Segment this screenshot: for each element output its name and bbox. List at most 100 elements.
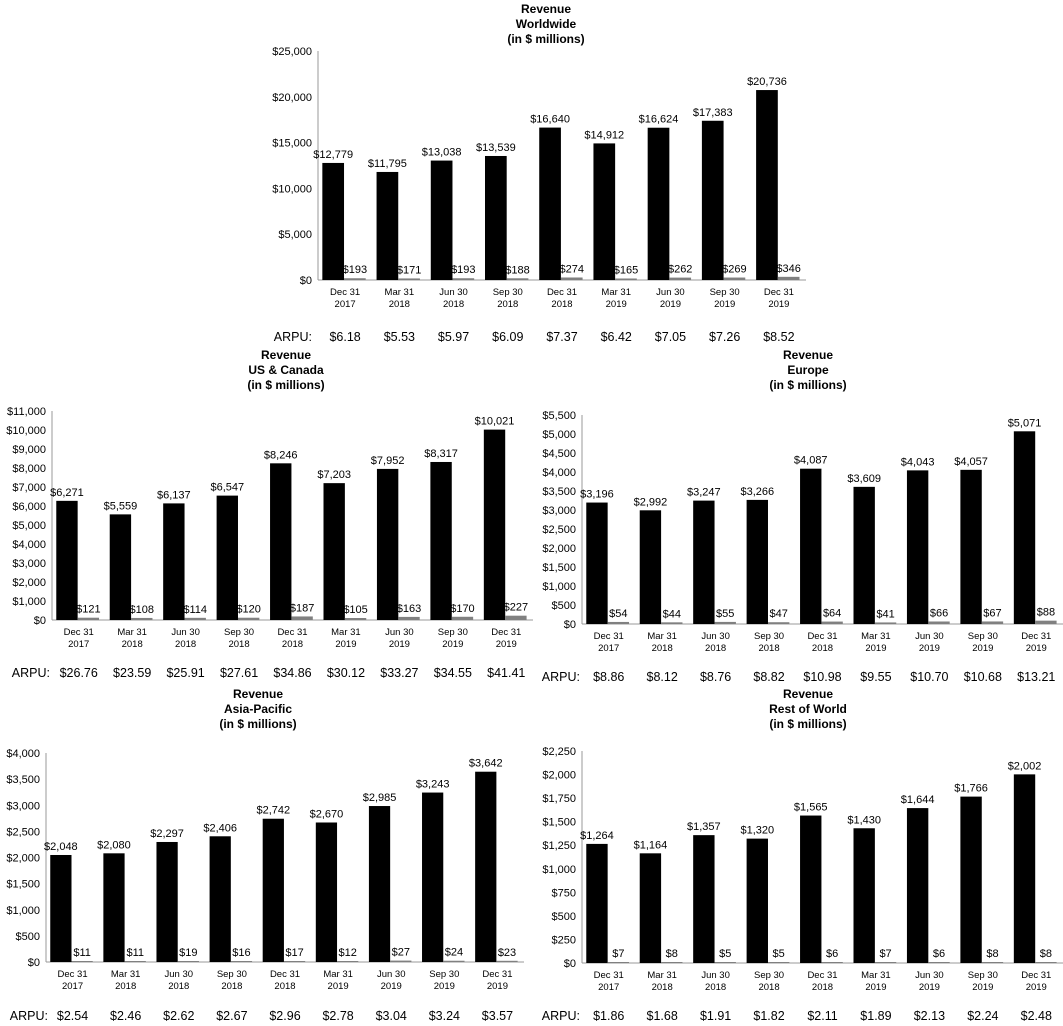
y-tick-label: $0	[28, 957, 40, 969]
x-category-label: Sep 30	[224, 627, 254, 638]
x-category-label: Jun 30	[385, 627, 414, 638]
revenue-bar	[906, 470, 929, 624]
secondary-data-label: $12	[338, 947, 356, 959]
revenue-data-label: $3,609	[847, 473, 881, 485]
revenue-bar	[746, 838, 768, 963]
x-category-label: Jun 30	[701, 631, 730, 642]
x-category-label: 2018	[812, 982, 833, 993]
revenue-bar	[485, 155, 507, 280]
x-category-label: 2018	[389, 299, 410, 310]
chart-europe: Revenue Europe (in $ millions) $0 $500 $1,000…	[530, 347, 1063, 685]
secondary-data-label: $54	[609, 608, 627, 620]
y-tick-label: $500	[552, 600, 576, 612]
y-tick-label: $500	[552, 911, 576, 923]
secondary-data-label: $67	[983, 607, 1001, 619]
x-category-label: Sep 30	[968, 970, 998, 981]
secondary-bar	[821, 962, 843, 963]
arpu-value: $2.78	[322, 1009, 353, 1023]
revenue-bar	[539, 127, 561, 280]
revenue-data-label: $16,640	[530, 114, 570, 126]
revenue-bar	[746, 499, 768, 624]
chart-title-line: Revenue	[521, 2, 571, 16]
secondary-data-label: $7	[612, 948, 624, 960]
secondary-data-label: $165	[614, 264, 638, 276]
chart-title-line: (in $ millions)	[247, 378, 324, 392]
chart-title-line: Asia-Pacific	[224, 702, 292, 716]
y-tick-label: $2,000	[542, 770, 576, 782]
revenue-data-label: $1,430	[847, 814, 881, 826]
secondary-data-label: $17	[285, 947, 303, 959]
x-category-label: Dec 31	[594, 631, 624, 642]
revenue-data-label: $1,565	[794, 802, 828, 814]
arpu-value: $8.52	[763, 330, 794, 344]
secondary-bar	[237, 617, 260, 620]
revenue-bar	[960, 469, 982, 624]
revenue-bar	[586, 843, 608, 963]
arpu-value: $6.18	[329, 330, 360, 344]
revenue-bar	[853, 486, 875, 624]
arpu-value: $27.61	[220, 666, 258, 680]
secondary-data-label: $5	[719, 948, 731, 960]
x-category-label: Jun 30	[171, 627, 200, 638]
chart-rest-of-world: Revenue Rest of World (in $ millions) $0 $25…	[530, 686, 1063, 1026]
x-category-label: 2019	[606, 299, 627, 310]
x-category-label: 2017	[598, 982, 619, 993]
x-category-label: 2018	[228, 639, 249, 650]
revenue-bar	[156, 841, 178, 962]
secondary-bar	[714, 621, 736, 624]
secondary-bar	[71, 961, 93, 962]
chart-title-line: (in $ millions)	[219, 717, 296, 731]
secondary-data-label: $227	[504, 602, 528, 614]
x-category-label: 2019	[487, 981, 508, 992]
x-category-label: Jun 30	[439, 287, 468, 298]
x-category-label: 2018	[115, 981, 136, 992]
y-tick-label: $11,000	[7, 406, 46, 418]
secondary-data-label: $274	[560, 263, 584, 275]
secondary-bar	[560, 277, 583, 280]
x-category-label: 2017	[62, 981, 83, 992]
arpu-value: $7.05	[655, 330, 686, 344]
secondary-bar	[496, 960, 518, 962]
x-category-label: Sep 30	[754, 631, 784, 642]
revenue-data-label: $2,985	[363, 792, 397, 804]
arpu-value: $8.86	[593, 670, 624, 684]
x-category-label: 2019	[389, 639, 410, 650]
arpu-value: $8.76	[700, 670, 731, 684]
x-category-label: 2018	[705, 982, 726, 993]
secondary-data-label: $8	[986, 948, 998, 960]
arpu-value: $3.24	[429, 1009, 460, 1023]
arpu-label: ARPU:	[542, 670, 580, 684]
y-tick-label: $0	[300, 275, 312, 287]
y-tick-label: $5,500	[542, 410, 576, 422]
x-category-label: Mar 31	[111, 969, 141, 980]
secondary-bar	[777, 276, 800, 280]
x-category-label: Sep 30	[493, 287, 523, 298]
revenue-data-label: $5,559	[104, 500, 138, 512]
y-tick-label: $0	[564, 958, 576, 970]
arpu-value: $3.04	[376, 1009, 407, 1023]
secondary-bar	[1035, 962, 1057, 963]
revenue-data-label: $8,246	[264, 449, 298, 461]
y-tick-label: $4,500	[542, 448, 576, 460]
secondary-data-label: $16	[232, 947, 250, 959]
arpu-label: ARPU:	[12, 666, 50, 680]
arpu-label: ARPU:	[10, 1009, 48, 1023]
revenue-bar	[56, 500, 78, 620]
x-category-label: Dec 31	[491, 627, 521, 638]
x-category-label: 2018	[758, 982, 779, 993]
revenue-bar	[756, 90, 778, 280]
x-category-label: 2019	[335, 639, 356, 650]
secondary-bar	[607, 962, 630, 963]
secondary-data-label: $88	[1037, 607, 1055, 619]
arpu-value: $2.62	[163, 1009, 194, 1023]
x-category-label: 2018	[812, 643, 833, 654]
revenue-data-label: $3,642	[469, 758, 503, 770]
y-tick-label: $750	[552, 887, 576, 899]
y-tick-label: $2,000	[542, 543, 576, 555]
y-tick-label: $4,000	[6, 748, 40, 760]
revenue-bar	[270, 463, 292, 620]
